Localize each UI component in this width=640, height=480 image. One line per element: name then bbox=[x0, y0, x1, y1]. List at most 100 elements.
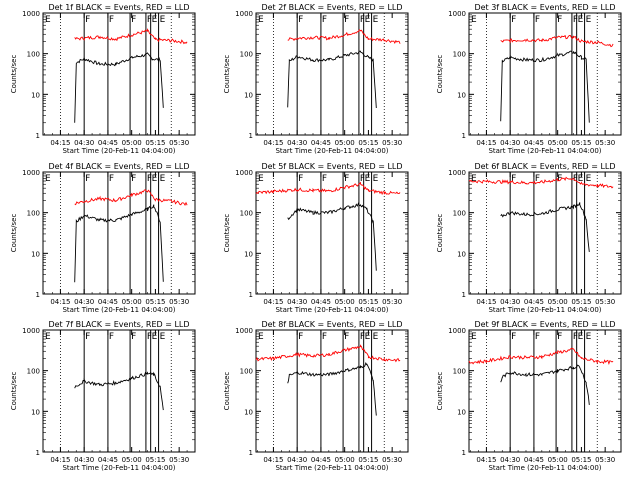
y-tick-label: 100 bbox=[240, 210, 253, 218]
x-tick-label: 05:00 bbox=[548, 456, 568, 464]
x-tick-label: 04:15 bbox=[50, 139, 70, 147]
x-tick-label: 04:30 bbox=[287, 456, 307, 464]
event-marker-label: E bbox=[258, 15, 264, 25]
plot-frame bbox=[42, 12, 196, 136]
event-marker-label: E bbox=[586, 174, 592, 184]
x-tick-label: 04:45 bbox=[311, 139, 331, 147]
series-line-lld bbox=[468, 176, 614, 189]
y-axis-label: Counts/sec bbox=[10, 372, 18, 411]
detector-panel-6: Det 6f BLACK = Events, RED = LLD 1 10 100 10… bbox=[436, 162, 622, 314]
x-tick-label: 04:15 bbox=[476, 456, 496, 464]
y-tick-label: 1000 bbox=[22, 10, 40, 18]
y-tick-label: 1000 bbox=[235, 327, 253, 335]
series-line-events bbox=[287, 361, 377, 416]
x-tick-label: 05:00 bbox=[122, 456, 142, 464]
event-marker-label: E bbox=[471, 174, 477, 184]
x-tick-label: 05:30 bbox=[382, 139, 402, 147]
series-line-events bbox=[74, 371, 164, 411]
event-marker-label: E bbox=[152, 15, 158, 25]
y-tick-label: 10 bbox=[244, 408, 253, 416]
event-marker-label: F bbox=[298, 174, 303, 184]
event-marker-label: F bbox=[147, 15, 152, 25]
x-tick-label: 04:15 bbox=[50, 298, 70, 306]
event-marker-label: F bbox=[360, 174, 365, 184]
y-tick-label: 1 bbox=[249, 132, 253, 140]
event-marker-label: E bbox=[152, 174, 158, 184]
series-line-lld bbox=[468, 347, 614, 365]
x-tick-label: 05:00 bbox=[335, 298, 355, 306]
x-tick-label: 04:45 bbox=[98, 456, 118, 464]
plot-frame bbox=[255, 171, 409, 295]
event-marker-label: F bbox=[322, 332, 327, 342]
event-marker-label: F bbox=[131, 15, 136, 25]
x-tick-label: 04:45 bbox=[98, 298, 118, 306]
y-tick-label: 10 bbox=[244, 91, 253, 99]
y-tick-label: 100 bbox=[453, 368, 466, 376]
event-marker-label: F bbox=[573, 332, 578, 342]
y-tick-label: 1000 bbox=[235, 10, 253, 18]
y-tick-label: 10 bbox=[31, 91, 40, 99]
y-axis-label: Counts/sec bbox=[223, 214, 231, 253]
x-tick-label: 04:15 bbox=[476, 298, 496, 306]
event-marker-label: E bbox=[160, 332, 166, 342]
plot-frame bbox=[468, 171, 622, 295]
x-tick-label: 04:30 bbox=[500, 456, 520, 464]
event-marker-label: E bbox=[471, 332, 477, 342]
x-tick-label: 05:00 bbox=[335, 456, 355, 464]
panel-title: Det 4f BLACK = Events, RED = LLD bbox=[48, 162, 189, 171]
event-marker-label: E bbox=[258, 332, 264, 342]
y-axis-label: Counts/sec bbox=[223, 372, 231, 411]
y-tick-label: 100 bbox=[240, 51, 253, 59]
event-marker-label: F bbox=[557, 15, 562, 25]
y-tick-label: 1 bbox=[462, 291, 466, 299]
y-tick-label: 10 bbox=[457, 408, 466, 416]
plot-frame bbox=[468, 329, 622, 453]
x-tick-label: 04:15 bbox=[50, 456, 70, 464]
event-marker-label: E bbox=[578, 15, 584, 25]
event-marker-label: E bbox=[586, 332, 592, 342]
event-marker-label: E bbox=[258, 174, 264, 184]
event-marker-label: F bbox=[109, 174, 114, 184]
event-marker-label: F bbox=[360, 332, 365, 342]
series-line-events bbox=[74, 52, 164, 123]
event-marker-label: E bbox=[373, 174, 379, 184]
y-tick-label: 10 bbox=[31, 408, 40, 416]
x-tick-label: 04:30 bbox=[500, 298, 520, 306]
panel-title: Det 9f BLACK = Events, RED = LLD bbox=[474, 320, 615, 329]
event-marker-label: F bbox=[344, 15, 349, 25]
event-marker-label: F bbox=[557, 332, 562, 342]
y-tick-label: 1000 bbox=[22, 169, 40, 177]
x-tick-label: 04:30 bbox=[500, 139, 520, 147]
y-axis-label: Counts/sec bbox=[223, 55, 231, 94]
panel-title: Det 8f BLACK = Events, RED = LLD bbox=[261, 320, 402, 329]
y-tick-label: 1000 bbox=[22, 327, 40, 335]
event-marker-label: F bbox=[147, 332, 152, 342]
y-tick-label: 1 bbox=[249, 291, 253, 299]
y-axis-label: Counts/sec bbox=[436, 55, 444, 94]
x-tick-label: 05:30 bbox=[169, 139, 189, 147]
y-tick-label: 1 bbox=[462, 132, 466, 140]
event-marker-label: F bbox=[344, 174, 349, 184]
x-tick-label: 04:15 bbox=[263, 456, 283, 464]
x-tick-label: 05:00 bbox=[548, 139, 568, 147]
y-tick-label: 1000 bbox=[448, 10, 466, 18]
series-line-lld bbox=[74, 189, 188, 206]
x-axis-label: Start Time (20-Feb-11 04:04:00) bbox=[62, 147, 175, 155]
detector-panel-9: Det 9f BLACK = Events, RED = LLD 1 10 100 10… bbox=[436, 320, 622, 472]
x-tick-label: 05:30 bbox=[595, 456, 615, 464]
x-tick-label: 05:15 bbox=[145, 298, 165, 306]
x-tick-label: 04:45 bbox=[98, 139, 118, 147]
event-marker-label: E bbox=[373, 15, 379, 25]
event-marker-label: F bbox=[298, 15, 303, 25]
panel-title: Det 5f BLACK = Events, RED = LLD bbox=[261, 162, 402, 171]
event-marker-label: E bbox=[578, 174, 584, 184]
panel-title: Det 6f BLACK = Events, RED = LLD bbox=[474, 162, 615, 171]
plot-frame bbox=[255, 12, 409, 136]
x-tick-label: 04:30 bbox=[74, 456, 94, 464]
x-tick-label: 04:45 bbox=[524, 298, 544, 306]
y-tick-label: 1 bbox=[462, 449, 466, 457]
y-tick-label: 1000 bbox=[448, 327, 466, 335]
y-tick-label: 100 bbox=[453, 210, 466, 218]
event-marker-label: E bbox=[471, 15, 477, 25]
y-tick-label: 10 bbox=[457, 91, 466, 99]
